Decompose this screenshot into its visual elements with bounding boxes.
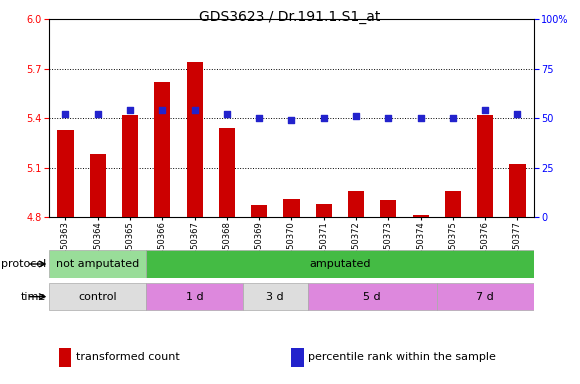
Point [93, 111, 102, 117]
Bar [437, 283, 534, 310]
Point [255, 115, 264, 121]
Point [480, 107, 490, 113]
Text: 3 d: 3 d [266, 291, 284, 302]
Point [158, 107, 167, 113]
Bar [122, 115, 138, 217]
Bar [284, 199, 299, 217]
Bar [307, 283, 437, 310]
Point [319, 115, 328, 121]
Point [416, 115, 425, 121]
Text: 7 d: 7 d [476, 291, 494, 302]
Bar [348, 190, 364, 217]
Bar [477, 115, 493, 217]
Bar [57, 130, 74, 217]
Text: control: control [78, 291, 117, 302]
Text: 1 d: 1 d [186, 291, 204, 302]
Bar [90, 154, 106, 217]
Bar [243, 283, 307, 310]
Point [448, 115, 458, 121]
Point [61, 111, 70, 117]
Bar [291, 348, 303, 367]
Bar [251, 205, 267, 217]
Bar [316, 204, 332, 217]
Text: transformed count: transformed count [76, 352, 180, 362]
Bar [59, 348, 71, 367]
Bar [412, 215, 429, 217]
Bar [380, 200, 396, 217]
Text: time: time [21, 291, 46, 302]
Point [351, 113, 361, 119]
Point [125, 107, 135, 113]
Bar [219, 128, 235, 217]
Text: not amputated: not amputated [56, 259, 139, 269]
Point [513, 111, 522, 117]
Bar [187, 62, 202, 217]
Point [190, 107, 200, 113]
Text: percentile rank within the sample: percentile rank within the sample [309, 352, 496, 362]
Text: protocol: protocol [1, 259, 46, 269]
Text: amputated: amputated [309, 259, 371, 269]
Bar [445, 190, 461, 217]
Text: 5 d: 5 d [363, 291, 381, 302]
Bar [154, 82, 171, 217]
Text: GDS3623 / Dr.191.1.S1_at: GDS3623 / Dr.191.1.S1_at [200, 10, 380, 23]
Point [383, 115, 393, 121]
Bar [509, 164, 525, 217]
Bar [146, 283, 243, 310]
Bar [49, 283, 146, 310]
Bar [49, 250, 146, 278]
Point [222, 111, 231, 117]
Point [287, 117, 296, 123]
Bar [146, 250, 534, 278]
